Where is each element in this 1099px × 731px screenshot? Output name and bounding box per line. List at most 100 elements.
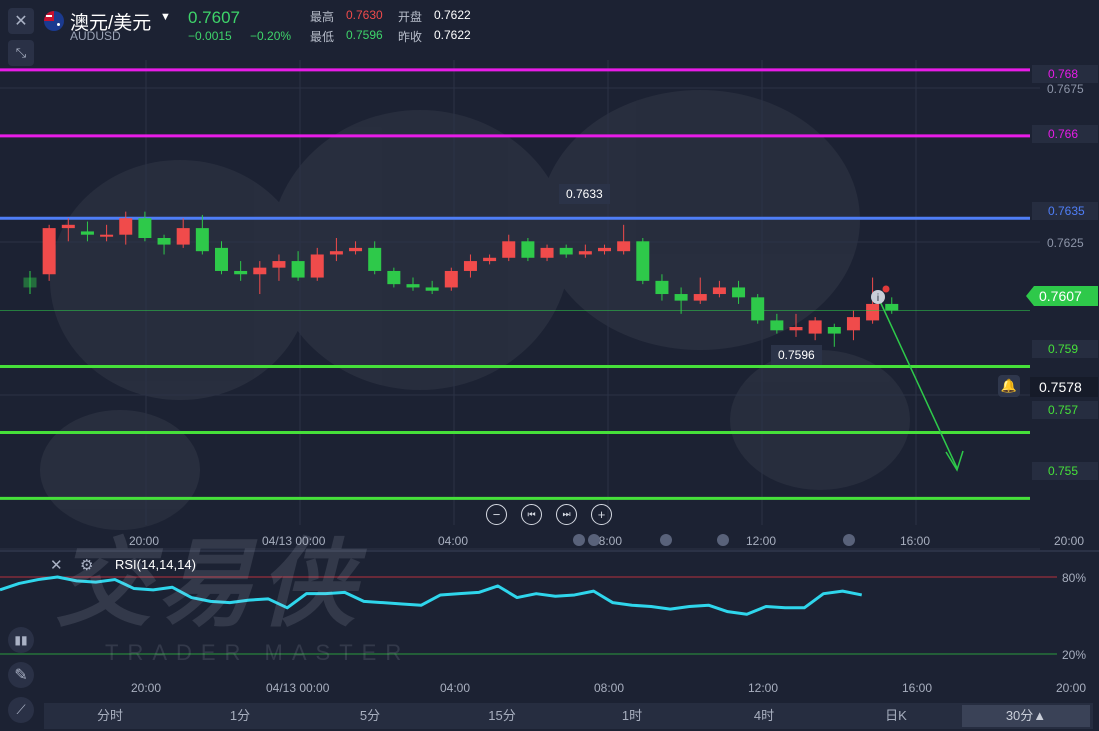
candle-body (23, 277, 37, 288)
candle-body (387, 270, 401, 285)
zoom-in-button[interactable]: + (591, 504, 612, 525)
close-icon: ✕ (50, 557, 63, 574)
time-label: 20:00 (1056, 681, 1087, 695)
candle-body (406, 284, 420, 288)
candle-body (234, 270, 248, 275)
flag-icon (44, 11, 64, 31)
time-label: 20:00 (131, 681, 162, 695)
collapse-arrows-icon: ⤡ (15, 45, 27, 60)
candle-body (444, 270, 458, 288)
rsi-settings-button[interactable]: ⚙ (80, 556, 93, 574)
rsi-close-button[interactable]: ✕ (50, 556, 63, 574)
draw-tool-button[interactable]: ✎ (8, 662, 34, 688)
time-label: 04:00 (438, 534, 469, 548)
timeframe-tab-1m[interactable]: 1分 (229, 708, 251, 723)
plus-icon: + (597, 507, 606, 522)
price-level-lines (0, 68, 1030, 500)
candle-body (885, 303, 899, 311)
candle-body (349, 247, 363, 252)
timeframe-bar (44, 703, 1093, 729)
open-value: 0.7622 (434, 8, 471, 22)
timeframe-tab-4h[interactable]: 4时 (753, 708, 775, 723)
candle-body (80, 231, 94, 235)
indicator-tool-button[interactable]: ▮▮ (8, 627, 34, 653)
level-tag-0755[interactable]: 0.755 (1032, 462, 1098, 480)
pair-name[interactable]: 澳元/美元 (70, 13, 152, 34)
timeframe-tab-15m[interactable]: 15分 (488, 708, 516, 723)
candle-body (502, 241, 516, 258)
level-tag-0768[interactable]: 0.768 (1032, 65, 1098, 83)
price-tick: 0.7625 (1047, 236, 1084, 250)
caret-down-icon[interactable]: ▼ (160, 11, 171, 23)
event-marker-icon[interactable] (843, 534, 855, 546)
candle-body (195, 228, 209, 252)
candle-body (693, 294, 707, 301)
info-marker-icon[interactable] (871, 290, 885, 304)
minus-icon: − (492, 507, 501, 522)
prev-close-label: 昨收 (398, 30, 423, 44)
close-button[interactable]: ✕ (8, 8, 34, 34)
event-marker-icon[interactable] (588, 534, 600, 546)
last-price: 0.7607 (188, 8, 240, 27)
level-tag-0757[interactable]: 0.757 (1032, 401, 1098, 419)
time-label: 04/13 00:00 (262, 534, 326, 548)
candle-body (578, 251, 592, 255)
scroll-end-button[interactable]: ⏭ (556, 504, 577, 525)
candle-body (866, 303, 880, 321)
price-change: −0.0015 (188, 29, 232, 43)
gear-icon: ⚙ (80, 557, 94, 574)
candle-body (712, 287, 726, 295)
bell-icon: 🔔 (1000, 378, 1018, 393)
level-tag-0766[interactable]: 0.766 (1032, 125, 1098, 143)
alert-bell-button[interactable]: 🔔 (998, 375, 1020, 397)
candle-body (521, 241, 535, 258)
price-tick: 0.7675 (1047, 82, 1084, 96)
time-label: 12:00 (746, 534, 777, 548)
watermark-subtitle: TRADER MASTER (105, 640, 411, 665)
time-label: 20:00 (1054, 534, 1085, 548)
close-icon: ✕ (14, 13, 28, 30)
candle-body (157, 238, 171, 245)
event-marker-icon[interactable] (573, 534, 585, 546)
chart-grid (0, 60, 1040, 550)
watermark-logo: 交易侠 (55, 531, 361, 638)
skip-forward-icon: ⏭ (562, 509, 571, 519)
candle-body (751, 297, 765, 321)
timeframe-tab-tick[interactable]: 分时 (96, 708, 123, 723)
candle-body (732, 287, 746, 298)
candle-body (598, 247, 611, 252)
candle-body (770, 320, 784, 331)
line-tool-button[interactable]: ⟋ (8, 697, 34, 723)
event-marker-icon[interactable] (717, 534, 729, 546)
timeframe-tab-daily[interactable]: 日K (885, 708, 907, 723)
candle-body (215, 247, 228, 271)
high-label: 最高 (310, 10, 335, 24)
level-tag-07635[interactable]: 0.7635 (1032, 202, 1098, 220)
timeframe-tab-5m[interactable]: 5分 (359, 708, 381, 723)
candle-body (100, 234, 114, 237)
candle-body (425, 287, 439, 291)
timeframe-tab-1h[interactable]: 1时 (621, 708, 643, 723)
scroll-start-button[interactable]: ⏮ (521, 504, 542, 525)
high-value: 0.7630 (346, 8, 383, 22)
candle-body (540, 247, 554, 258)
skip-back-icon: ⏮ (527, 509, 536, 519)
candle-body (789, 327, 803, 331)
alert-price-value: 0.7578 (1030, 377, 1098, 397)
candle-body (176, 228, 190, 245)
time-label: 16:00 (900, 534, 931, 548)
collapse-button[interactable]: ⤡ (8, 40, 34, 66)
rsi-line (0, 575, 863, 616)
zoom-out-button[interactable]: − (486, 504, 507, 525)
candle-body (617, 241, 631, 252)
price-change-percent: −0.20% (250, 29, 292, 43)
time-label: 04/13 00:00 (266, 681, 330, 695)
event-marker-icon[interactable] (660, 534, 672, 546)
level-tag-0759[interactable]: 0.759 (1032, 340, 1098, 358)
timeframe-tab-30m[interactable]: 30分▲ (962, 705, 1090, 727)
world-map-background (40, 90, 910, 530)
low-value: 0.7596 (346, 28, 383, 42)
candle-body (310, 254, 324, 278)
candle-body (119, 218, 133, 235)
